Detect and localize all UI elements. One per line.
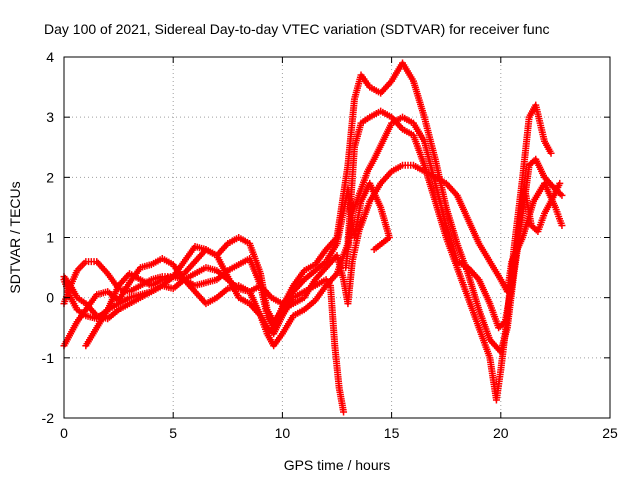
data-point-markers [342,113,564,332]
x-tick-label: 5 [169,425,177,441]
axis-ticks [63,56,611,419]
y-tick-label: -1 [42,350,55,366]
y-tick-label: -2 [42,410,55,426]
x-tick-label: 15 [384,425,400,441]
x-axis-label: GPS time / hours [284,457,391,473]
x-tick-label: 25 [602,425,618,441]
y-tick-label: 1 [46,230,54,246]
y-tick-labels: -2 -1 0 1 2 3 4 [42,49,55,426]
data-point-markers [82,179,393,350]
chart-title: Day 100 of 2021, Sidereal Day-to-day VTE… [44,21,550,37]
y-tick-label: 3 [46,109,54,125]
y-tick-label: 4 [46,49,54,65]
x-tick-label: 0 [60,425,68,441]
x-tick-labels: 0 5 10 15 20 25 [60,425,618,441]
y-tick-label: 0 [46,290,54,306]
y-axis-label: SDTVAR / TECUs [7,181,23,293]
series-5 [82,179,393,350]
x-tick-label: 10 [275,425,291,441]
x-tick-label: 20 [493,425,509,441]
series-6 [342,113,564,332]
y-tick-label: 2 [46,169,54,185]
data-series [60,59,566,416]
